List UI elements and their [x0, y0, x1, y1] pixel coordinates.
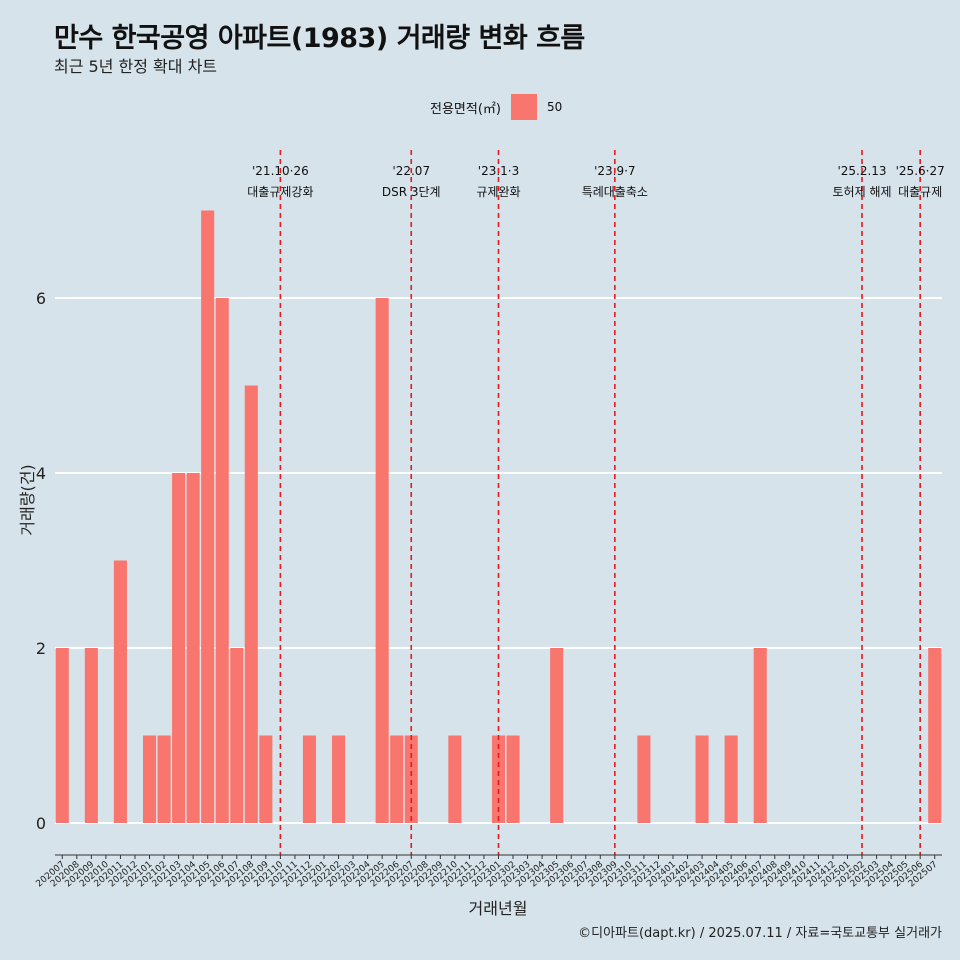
- bar-202407: [753, 648, 767, 823]
- event-name-label: 토허제 해제: [833, 185, 892, 199]
- event-name-label: DSR 3단계: [382, 185, 441, 199]
- chart-subtitle: 최근 5년 한정 확대 차트: [54, 57, 218, 76]
- bar-202108: [244, 385, 258, 823]
- bar-202106: [215, 298, 229, 823]
- event-name-label: 규제완화: [476, 185, 520, 199]
- bar-202112: [302, 735, 317, 823]
- bar-202301: [491, 735, 506, 823]
- bar-202210: [448, 735, 462, 823]
- event-date-label: '25.6·27: [896, 164, 945, 178]
- bar-202009: [84, 648, 98, 823]
- bar-202205: [375, 298, 389, 823]
- bar-layer: [55, 210, 942, 823]
- event-date-label: '23.1·3: [478, 164, 519, 178]
- bar-202305: [550, 648, 564, 823]
- bar-202107: [230, 648, 244, 823]
- y-tick-label-4: 4: [36, 464, 46, 483]
- bar-202206: [390, 735, 404, 823]
- y-tick-label-2: 2: [36, 639, 46, 658]
- chart-title: 만수 한국공영 아파트(1983) 거래량 변화 흐름: [54, 23, 585, 54]
- bar-202302: [506, 735, 520, 823]
- bar-202507: [928, 648, 942, 823]
- bar-202109: [259, 735, 273, 823]
- source-caption: ©디아파트(dapt.kr) / 2025.07.11 / 자료=국토교통부 실…: [578, 926, 942, 941]
- bar-202207: [404, 735, 418, 823]
- bar-202103: [172, 473, 186, 823]
- y-axis-title: 거래량(건): [18, 464, 37, 535]
- bar-202007: [55, 648, 69, 823]
- grid-layer: 0 2 4 6: [36, 289, 942, 833]
- bar-202105: [201, 210, 215, 823]
- bar-202011: [113, 560, 127, 823]
- y-tick-label-6: 6: [36, 289, 46, 308]
- event-date-label: '21.10·26: [252, 164, 309, 178]
- event-name-label: 대출규제: [898, 185, 942, 199]
- axis-layer: 2020072020082020092020102020112020122021…: [34, 854, 942, 889]
- event-date-label: '25.2.13: [837, 164, 886, 178]
- legend-entry-label: 50: [546, 100, 563, 114]
- event-date-label: '23.9·7: [594, 164, 635, 178]
- bar-202405: [724, 735, 738, 823]
- legend: 전용면적(㎡) 50: [430, 94, 562, 120]
- event-layer: '21.10·26 대출규제강화 '22.07 DSR 3단계 '23.1·3 규제완화 '…: [247, 150, 945, 855]
- legend-title: 전용면적(㎡): [430, 101, 501, 117]
- event-name-label: 특례대출축소: [582, 185, 648, 199]
- x-axis-title: 거래년월: [469, 899, 528, 918]
- bar-202202: [332, 735, 346, 823]
- bar-202403: [695, 735, 709, 823]
- event-date-label: '22.07: [392, 164, 430, 178]
- legend-key-swatch: [510, 94, 537, 120]
- y-tick-label-0: 0: [36, 814, 46, 833]
- event-name-label: 대출규제강화: [247, 185, 313, 199]
- bar-202101: [142, 735, 157, 823]
- bar-202102: [157, 735, 171, 823]
- bar-202311: [637, 735, 651, 823]
- bar-202104: [186, 473, 200, 823]
